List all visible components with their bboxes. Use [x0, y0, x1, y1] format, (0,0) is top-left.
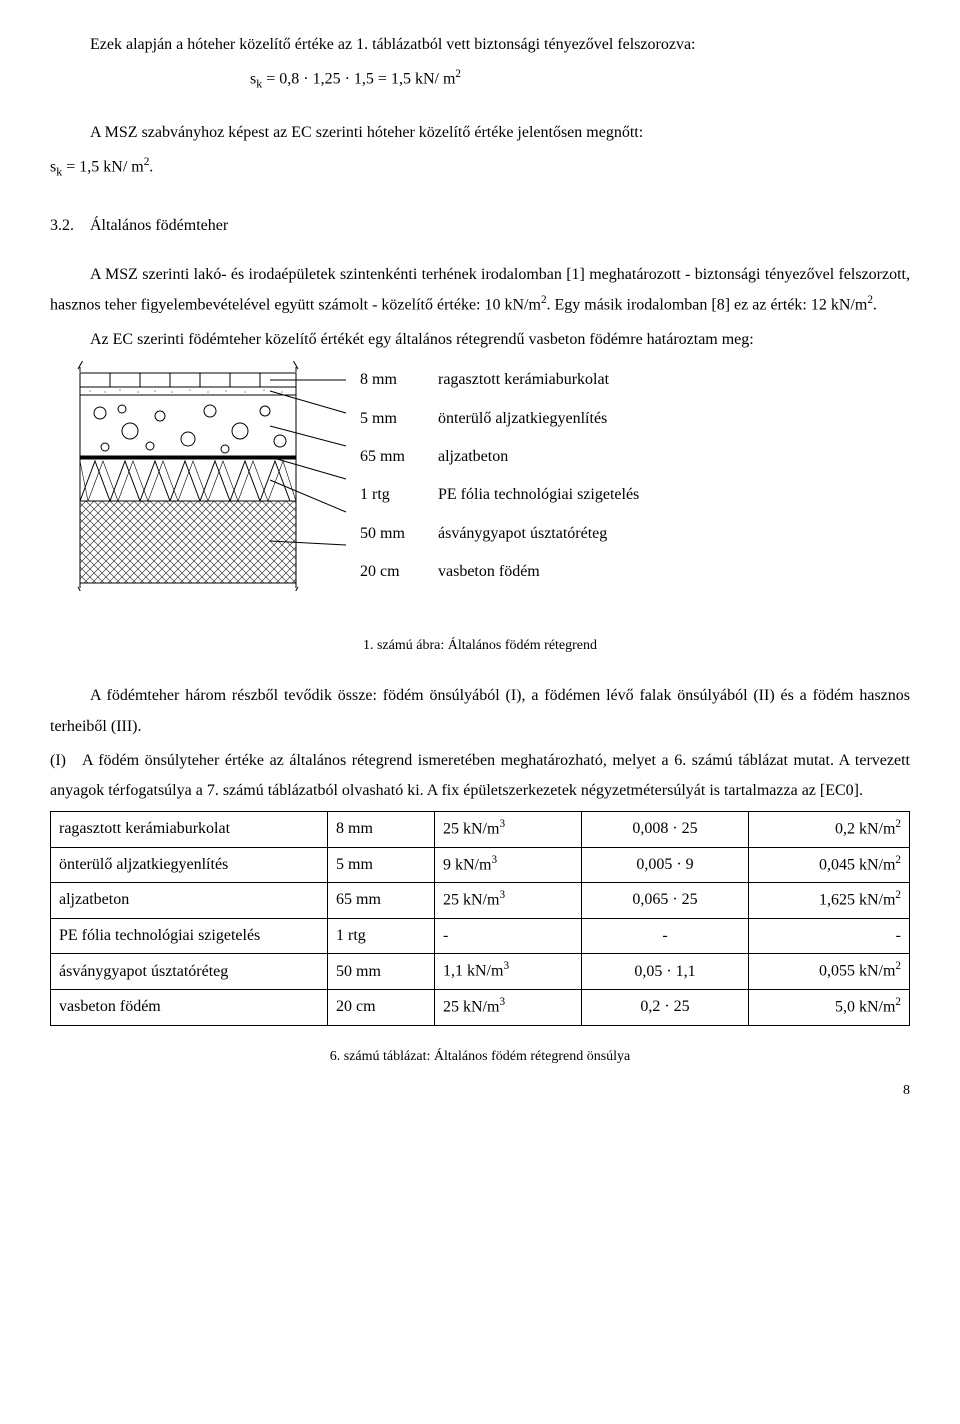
layer-name: ragasztott kerámiaburkolat: [438, 361, 647, 399]
table-cell: 0,2 · 25: [582, 990, 749, 1026]
table-cell: 0,008 · 25: [582, 811, 749, 847]
layer-thk: 5 mm: [360, 400, 438, 438]
figure-caption: 1. számú ábra: Általános födém rétegrend: [50, 633, 910, 660]
intro-p2: A MSZ szabványhoz képest az EC szerinti …: [50, 118, 910, 148]
table-row: önterülő aljzatkiegyenlítés5 mm9 kN/m30,…: [51, 847, 910, 883]
after-fig-p2: (I) A födém önsúlyteher értéke az általá…: [50, 746, 910, 807]
table-row: ragasztott kerámiaburkolat8 mm25 kN/m30,…: [51, 811, 910, 847]
table-cell: PE fólia technológiai szigetelés: [51, 919, 328, 954]
table-cell: vasbeton födém: [51, 990, 328, 1026]
table-cell: 1 rtg: [328, 919, 435, 954]
table-cell: -: [582, 919, 749, 954]
after-fig-p1: A födémteher három részből tevődik össze…: [50, 681, 910, 742]
body-p2: Az EC szerinti födémteher közelítő érték…: [50, 325, 910, 355]
table-cell: -: [749, 919, 910, 954]
layer-list: 8 mmragasztott kerámiaburkolat 5 mmönter…: [360, 361, 647, 591]
table-cell: 0,055 kN/m2: [749, 954, 910, 990]
table-cell: 25 kN/m3: [435, 990, 582, 1026]
f1-body: = 0,8 · 1,25 · 1,5 = 1,5 kN/ m: [262, 71, 455, 88]
layer-name: aljzatbeton: [438, 438, 647, 476]
layer-thk: 65 mm: [360, 438, 438, 476]
table-cell: 25 kN/m3: [435, 811, 582, 847]
layer-thk: 8 mm: [360, 361, 438, 399]
layer-thk: 20 cm: [360, 553, 438, 591]
section-title: Általános födémteher: [90, 217, 228, 234]
table-cell: 1,625 kN/m2: [749, 883, 910, 919]
table-cell: ragasztott kerámiaburkolat: [51, 811, 328, 847]
table-cell: 0,045 kN/m2: [749, 847, 910, 883]
table-cell: 1,1 kN/m3: [435, 954, 582, 990]
table-cell: 9 kN/m3: [435, 847, 582, 883]
table-row: PE fólia technológiai szigetelés1 rtg---: [51, 919, 910, 954]
table-cell: 0,2 kN/m2: [749, 811, 910, 847]
table-cell: 0,005 · 9: [582, 847, 749, 883]
formula-2: sk = 1,5 kN/ m2.: [50, 152, 910, 183]
body-p1: A MSZ szerinti lakó- és irodaépületek sz…: [50, 260, 910, 321]
table-cell: 20 cm: [328, 990, 435, 1026]
table-cell: 0,05 · 1,1: [582, 954, 749, 990]
page-number: 8: [50, 1078, 910, 1105]
layer-name: PE fólia technológiai szigetelés: [438, 476, 647, 514]
table-cell: aljzatbeton: [51, 883, 328, 919]
formula-1: sk = 0,8 · 1,25 · 1,5 = 1,5 kN/ m2: [50, 64, 910, 95]
layer-diagram: [50, 361, 350, 602]
table-cell: 8 mm: [328, 811, 435, 847]
section-heading: 3.2. Általános födémteher: [50, 211, 910, 241]
table-cell: ásványgyapot úsztatóréteg: [51, 954, 328, 990]
f2-body: = 1,5 kN/ m: [62, 158, 143, 175]
table-cell: 5,0 kN/m2: [749, 990, 910, 1026]
table-cell: -: [435, 919, 582, 954]
layer-name: vasbeton födém: [438, 553, 647, 591]
layer-name: ásványgyapot úsztatóréteg: [438, 515, 647, 553]
table-cell: 65 mm: [328, 883, 435, 919]
table-row: aljzatbeton65 mm25 kN/m30,065 · 251,625 …: [51, 883, 910, 919]
layer-name: önterülő aljzatkiegyenlítés: [438, 400, 647, 438]
table-cell: 50 mm: [328, 954, 435, 990]
weight-table: ragasztott kerámiaburkolat8 mm25 kN/m30,…: [50, 811, 910, 1026]
table-caption: 6. számú táblázat: Általános födém réteg…: [50, 1044, 910, 1071]
table-row: ásványgyapot úsztatóréteg50 mm1,1 kN/m30…: [51, 954, 910, 990]
layer-thk: 50 mm: [360, 515, 438, 553]
layer-figure: 8 mmragasztott kerámiaburkolat 5 mmönter…: [50, 361, 910, 602]
section-num: 3.2.: [50, 217, 74, 234]
f1-sup: 2: [455, 68, 461, 80]
layer-thk: 1 rtg: [360, 476, 438, 514]
intro-p1: Ezek alapján a hóteher közelítő értéke a…: [50, 30, 910, 60]
table-cell: 25 kN/m3: [435, 883, 582, 919]
table-cell: 0,065 · 25: [582, 883, 749, 919]
table-cell: 5 mm: [328, 847, 435, 883]
table-cell: önterülő aljzatkiegyenlítés: [51, 847, 328, 883]
f2-suf: .: [149, 158, 153, 175]
table-row: vasbeton födém20 cm25 kN/m30,2 · 255,0 k…: [51, 990, 910, 1026]
